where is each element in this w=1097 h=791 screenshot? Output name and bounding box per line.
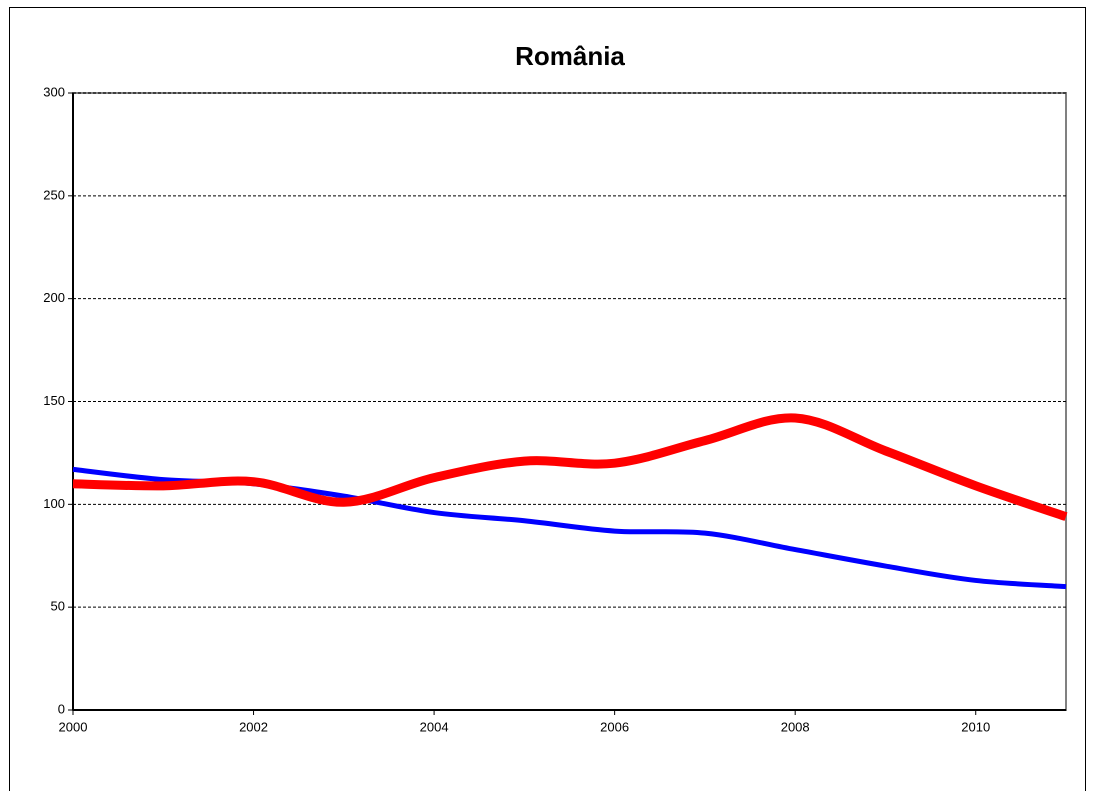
y-tick-label: 300	[43, 84, 65, 99]
y-tick-label: 200	[43, 290, 65, 305]
y-tick-label: 0	[58, 701, 65, 716]
x-tick-label: 2000	[59, 719, 88, 734]
chart-title: România	[515, 41, 625, 71]
series-line	[72, 413, 1068, 521]
y-tick-label: 50	[51, 599, 65, 614]
x-tick-label: 2010	[961, 719, 990, 734]
x-tick-label: 2004	[420, 719, 449, 734]
x-tick-label: 2006	[600, 719, 629, 734]
y-tick-label: 250	[43, 187, 65, 202]
x-tick-label: 2002	[239, 719, 268, 734]
x-tick-label: 2008	[781, 719, 810, 734]
y-tick-label: 100	[43, 496, 65, 511]
chart-frame	[9, 7, 1086, 791]
y-tick-label: 150	[43, 393, 65, 408]
